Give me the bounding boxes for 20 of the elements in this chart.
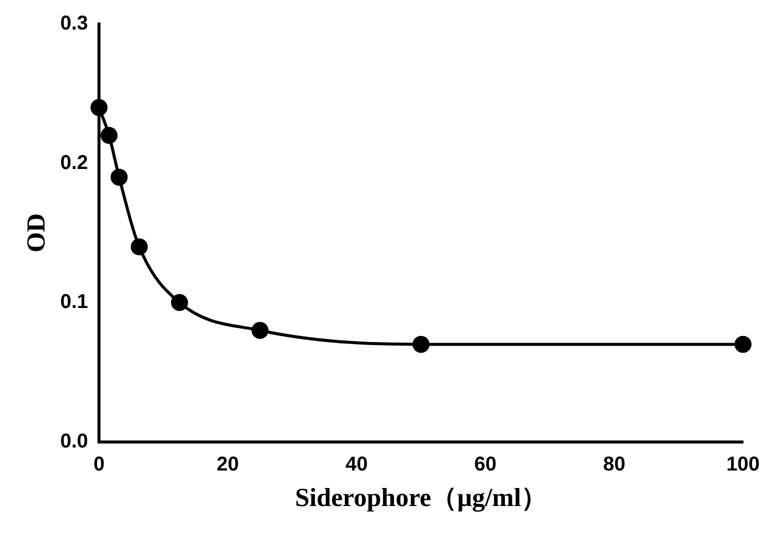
point <box>412 336 430 353</box>
x-tick-label: 40 <box>345 453 368 476</box>
x-axis-title: Siderophore（μg/ml） <box>294 483 548 512</box>
x-tick-label: 0 <box>93 453 105 476</box>
point <box>110 168 128 186</box>
x-tick-label: 60 <box>474 453 497 476</box>
point <box>252 322 268 339</box>
y-tick-label: 0.3 <box>60 12 88 35</box>
point <box>734 336 752 353</box>
x-tick-label: 100 <box>726 453 760 476</box>
y-tick-label: 0.0 <box>60 430 88 452</box>
point <box>90 99 108 116</box>
x-tick-label: 20 <box>216 453 239 476</box>
point <box>171 294 188 312</box>
y-axis-title: OD <box>21 213 50 252</box>
x-tick-label: 80 <box>603 453 626 476</box>
point <box>100 126 118 144</box>
y-tick-label: 0.1 <box>60 291 88 314</box>
y-tick-label: 0.2 <box>60 152 88 174</box>
point <box>130 238 148 256</box>
